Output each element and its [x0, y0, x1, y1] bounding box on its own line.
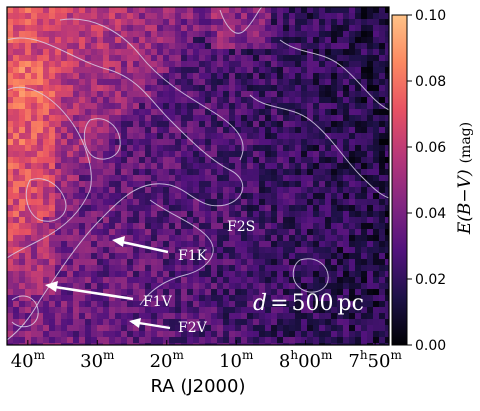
colorbar-tick-label: 0.06 [415, 140, 446, 156]
distance-label: d = 500 pc [253, 291, 364, 316]
x-tick-label: 20m [150, 348, 185, 372]
contour-line [7, 37, 243, 341]
x-axis: 40m 30m 20m 10m 8h00m 7h50m [11, 340, 402, 372]
f2v-arrow [129, 318, 171, 330]
contour-line [25, 178, 67, 222]
colorbar-tick-label: 0.02 [415, 272, 446, 288]
annotation-f2s: F2S [227, 219, 255, 235]
x-tick-label: 30m [80, 348, 115, 372]
colorbar: 0.00 0.02 0.04 0.06 0.08 0.10 E(B−V)(mag) [391, 8, 475, 354]
contour-line [11, 295, 39, 328]
contour-line [219, 7, 263, 34]
annotation-f2v: F2V [178, 320, 208, 336]
x-tick-label: 7h50m [348, 348, 402, 372]
annotation-f1v: F1V [143, 294, 173, 310]
contour-line [292, 258, 329, 293]
colorbar-ticks: 0.00 0.02 0.04 0.06 0.08 0.10 [407, 8, 446, 354]
colorbar-tick-label: 0.04 [415, 206, 446, 222]
colorbar-gradient [392, 15, 407, 345]
colorbar-tick-label: 0.00 [415, 338, 446, 354]
annotation-f1k: F1K [178, 248, 208, 264]
x-tick-label: 10m [219, 348, 254, 372]
x-axis-label: RA (J2000) [151, 376, 246, 397]
colorbar-tick-label: 0.08 [415, 74, 446, 90]
extinction-map-image [7, 7, 389, 345]
contour-line [59, 18, 244, 161]
contour-line [139, 199, 214, 306]
map-frame [6, 6, 390, 346]
colorbar-label: E(B−V)(mag) [455, 122, 475, 235]
contour-line [279, 39, 389, 111]
contour-line [83, 118, 121, 160]
contour-line [249, 94, 389, 199]
x-tick-label: 8h00m [279, 348, 333, 372]
contour-line [7, 86, 92, 259]
f1v-arrow [45, 281, 134, 301]
colorbar-tick-label: 0.10 [415, 8, 446, 24]
f1k-arrow [112, 236, 169, 254]
annotation-arrows [45, 236, 171, 330]
contour-lines [7, 7, 389, 341]
x-tick-label: 40m [11, 348, 46, 372]
